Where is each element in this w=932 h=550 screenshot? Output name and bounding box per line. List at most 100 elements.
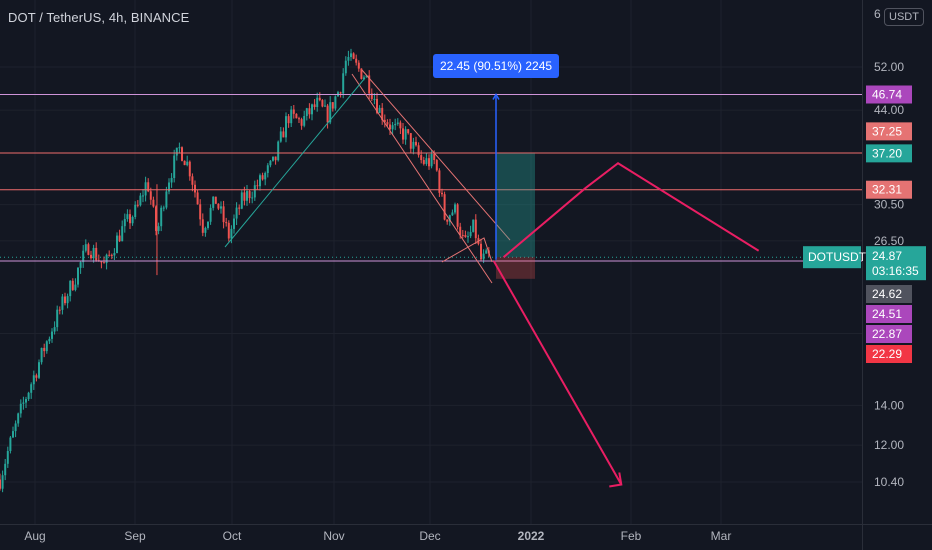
candle-body (464, 235, 467, 238)
candle (149, 187, 152, 205)
candle-body (56, 309, 59, 328)
candle (191, 173, 194, 192)
candle-body (201, 219, 204, 233)
candle-body (233, 218, 235, 229)
candle (181, 146, 183, 162)
candle (157, 222, 160, 235)
time-tick-label: Oct (223, 529, 242, 543)
candle (183, 160, 186, 166)
candle-body (318, 97, 321, 101)
candle-body (430, 154, 433, 167)
candle (38, 359, 40, 380)
currency-badge[interactable]: USDT (884, 8, 924, 26)
candle-body (103, 262, 105, 264)
candle (225, 217, 228, 227)
candle (451, 209, 454, 216)
candle-body (183, 160, 186, 166)
candle-body (17, 413, 20, 424)
price-tick-label: 12.00 (874, 438, 904, 452)
candle-body (71, 280, 74, 290)
candle (212, 196, 215, 211)
measure-arrow-head (492, 93, 500, 100)
candle (92, 244, 95, 263)
candle-body (368, 75, 371, 94)
candle-body (472, 219, 475, 232)
symbol-title: DOT / TetherUS, 4h, BINANCE (8, 10, 190, 25)
candle (186, 155, 189, 167)
price-tick-label: 30.50 (874, 198, 904, 212)
candle-body (108, 254, 111, 256)
candle (334, 95, 337, 111)
candle-body (196, 192, 199, 205)
candle (1, 470, 4, 493)
price-tick-label: 10.40 (874, 475, 904, 489)
price-tick-label: 52.00 (874, 60, 904, 74)
candle-body (253, 185, 256, 198)
candle (256, 179, 259, 190)
candle-body (373, 98, 376, 100)
last-price-value: 24.87 (872, 249, 902, 263)
candle-body (155, 206, 157, 231)
candle-body (344, 60, 347, 74)
candle-body (334, 96, 337, 109)
candle-body (110, 254, 113, 256)
projection-down-arrowhead (609, 472, 623, 488)
candle-body (157, 226, 160, 231)
candle-body (443, 194, 446, 220)
candle-body (178, 147, 181, 149)
level-tag-37-25-text: 37.25 (872, 124, 902, 138)
time-tick-label: 2022 (518, 529, 545, 543)
candle-body (69, 280, 72, 297)
candle-body (199, 204, 202, 220)
price-tag-24-62: 24.62 (866, 285, 912, 303)
candle-body (264, 172, 267, 180)
candle-body (422, 160, 425, 164)
candle (204, 226, 207, 237)
candle-body (420, 155, 423, 161)
candle (40, 347, 43, 365)
candle (355, 54, 358, 66)
candle-body (38, 362, 40, 378)
candle-body (230, 228, 233, 239)
candle-body (461, 234, 464, 236)
candle (474, 214, 477, 244)
channel-upper-line (361, 69, 511, 241)
candle-body (347, 56, 350, 61)
candle (383, 114, 386, 128)
candle (19, 399, 22, 418)
candle-body (152, 199, 155, 207)
candle (456, 203, 459, 230)
candle-body (433, 154, 436, 161)
candle-body (118, 235, 121, 242)
candle (173, 149, 176, 183)
candle (347, 50, 350, 66)
candle (27, 391, 30, 401)
candle (113, 248, 116, 261)
candle (298, 116, 300, 123)
candle-body (415, 141, 417, 146)
candle (415, 136, 417, 147)
candle-body (412, 141, 415, 149)
candle-body (181, 147, 183, 161)
candle-body (27, 392, 30, 400)
candle-body (87, 244, 90, 255)
level-tag-37-20: 37.20 (866, 144, 912, 163)
candle (240, 190, 243, 210)
candle-body (485, 250, 488, 254)
candle-body (251, 197, 254, 199)
candle (446, 219, 449, 225)
candle (160, 205, 163, 232)
candle-body (277, 141, 280, 161)
candle-body (287, 116, 290, 124)
price-axis: 652.0044.0030.5026.5018.5014.0012.0010.4… (803, 7, 926, 489)
candle (469, 225, 472, 239)
candle-body (136, 204, 139, 206)
triangle-pattern (441, 237, 493, 263)
candle-body (22, 402, 25, 404)
candle (417, 142, 420, 158)
candle-body (402, 128, 404, 140)
candle (274, 156, 277, 165)
candle (454, 202, 456, 215)
